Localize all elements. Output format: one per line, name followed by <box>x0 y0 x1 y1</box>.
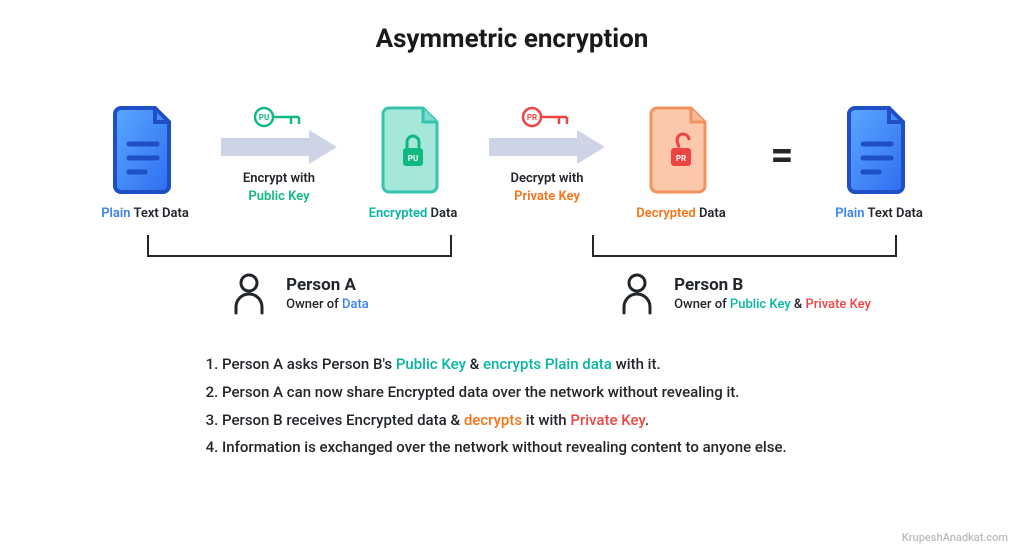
person-b-name: Person B <box>674 275 871 295</box>
node-plain-1: Plain Text Data <box>80 104 210 221</box>
private-key-icon: PR <box>521 106 573 128</box>
node-decrypted: PR Decrypted Data <box>616 104 746 221</box>
equals-sign: = <box>750 104 810 204</box>
node-plain-2: Plain Text Data <box>814 104 944 221</box>
node-plain-1-label: Plain Text Data <box>101 206 189 221</box>
node-encrypted-label: Encrypted Data <box>369 206 458 221</box>
node-decrypted-label: Decrypted Data <box>636 206 726 221</box>
person-a-desc: Owner of Data <box>286 297 369 312</box>
explanation-steps: Person A asks Person B's Public Key & en… <box>202 351 822 462</box>
node-plain-2-label: Plain Text Data <box>835 206 923 221</box>
svg-text:PU: PU <box>259 113 269 122</box>
arrow-icon <box>219 130 339 164</box>
encryption-flow: Plain Text Data PU Encrypt with Public K… <box>0 104 1024 221</box>
person-brackets: Person A Owner of Data Person B Owner of… <box>0 235 1024 315</box>
decrypt-step: PR Decrypt with Private Key <box>482 104 612 206</box>
document-icon <box>843 104 915 194</box>
svg-text:PR: PR <box>527 113 537 122</box>
node-encrypted: PU Encrypted Data <box>348 104 478 221</box>
encrypt-label: Encrypt with Public Key <box>243 170 315 206</box>
decrypt-label: Decrypt with Private Key <box>511 170 584 206</box>
public-key-icon: PU <box>253 106 305 128</box>
svg-text:PR: PR <box>676 154 686 163</box>
credit-text: KrupeshAnadkat.com <box>902 531 1008 544</box>
document-icon <box>109 104 181 194</box>
step-item: Person B receives Encrypted data & decry… <box>222 407 822 435</box>
step-item: Person A asks Person B's Public Key & en… <box>222 351 822 379</box>
decrypted-document-icon: PR <box>645 104 717 194</box>
person-a-group: Person A Owner of Data <box>147 235 452 315</box>
arrow-icon <box>487 130 607 164</box>
step-item: Information is exchanged over the networ… <box>222 434 822 462</box>
step-item: Person A can now share Encrypted data ov… <box>222 379 822 407</box>
person-b-group: Person B Owner of Public Key & Private K… <box>592 235 897 315</box>
encrypt-step: PU Encrypt with Public Key <box>214 104 344 206</box>
person-b-desc: Owner of Public Key & Private Key <box>674 297 871 312</box>
encrypted-document-icon: PU <box>377 104 449 194</box>
person-icon <box>230 271 268 315</box>
person-icon <box>618 271 656 315</box>
person-a-name: Person A <box>286 275 369 295</box>
page-title: Asymmetric encryption <box>0 0 1024 54</box>
svg-text:PU: PU <box>408 154 418 163</box>
